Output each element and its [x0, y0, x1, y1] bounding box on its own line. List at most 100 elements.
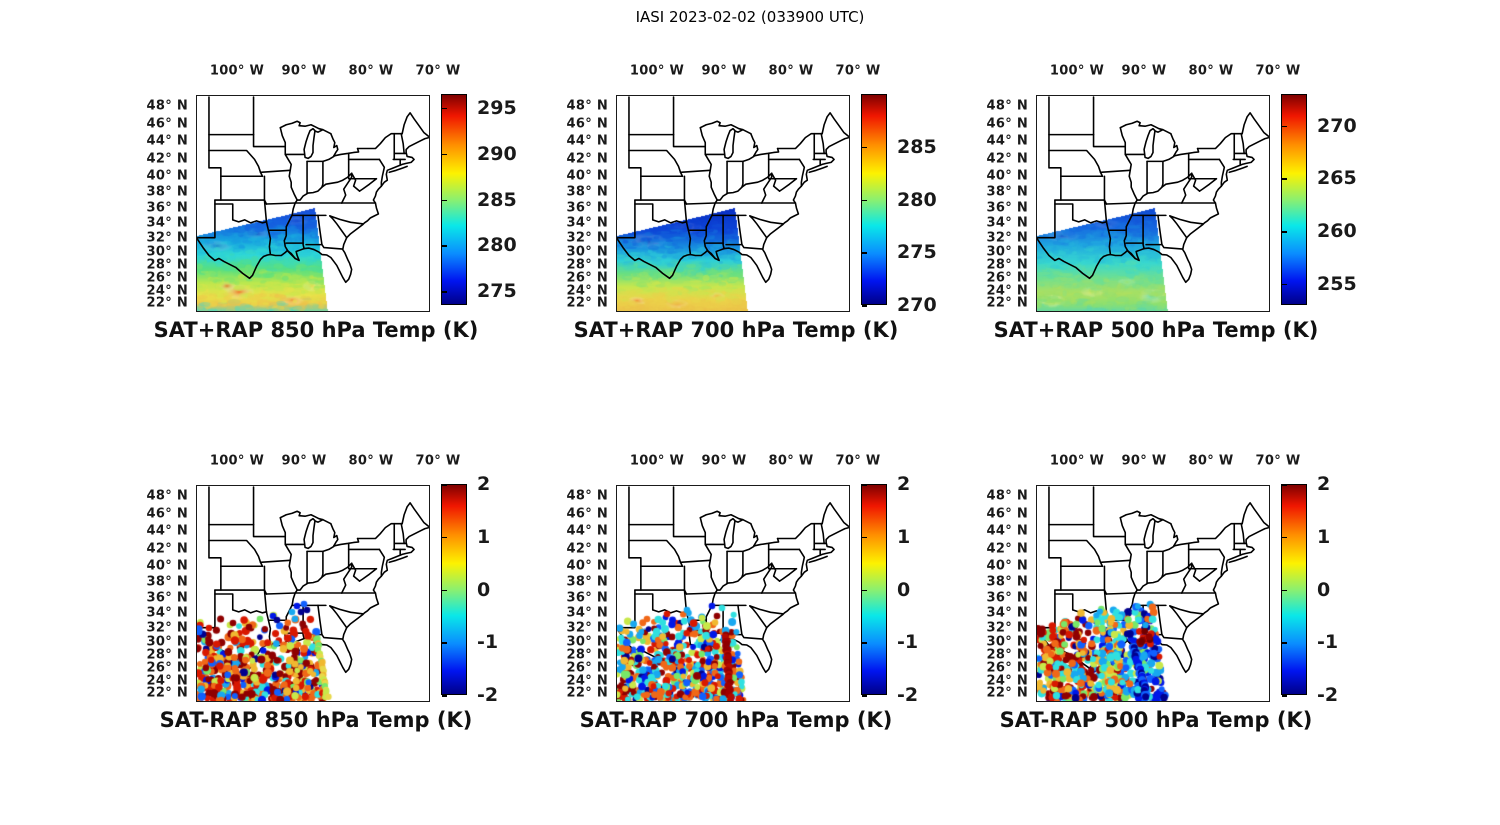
lat-tick-label: 36° N — [986, 200, 1028, 216]
lon-tick-label: 80° W — [1188, 453, 1234, 469]
colorbar-tick-label: -2 — [897, 684, 919, 706]
lon-tick-label: 100° W — [1049, 63, 1105, 79]
lat-tick-label: 46° N — [566, 116, 608, 132]
lat-tick-label: 38° N — [986, 184, 1028, 200]
lat-tick-label: 26° N — [566, 660, 608, 676]
colorbar-tick-label: 265 — [1317, 167, 1357, 190]
lon-tick-label: 70° W — [1255, 453, 1301, 469]
colorbar-tickmark — [1282, 484, 1287, 486]
lon-tick-label: 100° W — [209, 63, 265, 79]
lat-tick-label: 40° N — [146, 558, 188, 574]
lon-tick-label: 90° W — [1121, 453, 1167, 469]
lat-tick-label: 32° N — [986, 230, 1028, 246]
colorbar-tickmark — [1282, 589, 1287, 592]
colorbar-tick-label: -2 — [477, 684, 499, 706]
lat-tick-label: 34° N — [146, 605, 188, 621]
lon-tick-label: 80° W — [768, 63, 814, 79]
lon-tick-label: 70° W — [835, 63, 881, 79]
lat-tick-label: 22° N — [146, 685, 188, 701]
figure-title: IASI 2023-02-02 (033900 UTC) — [635, 8, 865, 26]
lat-tick-label: 34° N — [986, 605, 1028, 621]
lat-tick-label: 22° N — [146, 295, 188, 311]
colorbar-tick-label: 255 — [1317, 272, 1357, 295]
colorbar-tickmark — [1282, 125, 1287, 128]
lon-tick-label: 70° W — [415, 63, 461, 79]
colorbar-tickmark — [862, 695, 867, 697]
colorbar-tick-label: -2 — [1317, 684, 1339, 706]
lat-tick-label: 30° N — [566, 634, 608, 650]
lon-tick-label: 100° W — [1049, 453, 1105, 469]
lat-tick-label: 28° N — [986, 257, 1028, 273]
observation-scatter-layer — [617, 486, 849, 701]
colorbar-tick-label: 295 — [477, 96, 517, 119]
colorbar-tick-label: 290 — [477, 142, 517, 165]
colorbar-tick-label: 2 — [477, 473, 491, 495]
observation-scatter-layer — [1037, 96, 1269, 311]
lat-tick-label: 22° N — [566, 685, 608, 701]
lat-tick-label: 32° N — [146, 620, 188, 636]
colorbar-gradient — [861, 484, 887, 695]
lat-tick-label: 42° N — [146, 541, 188, 557]
colorbar-tickmark — [862, 146, 867, 149]
colorbar-tickmark — [442, 642, 447, 644]
colorbar-tick-label: 270 — [1317, 114, 1357, 137]
colorbar-tickmark — [442, 695, 447, 697]
observation-scatter-layer — [197, 486, 429, 701]
map-panel: 100° W 90° W 80° W 70° W 48° N 46° N 44° N 42°… — [136, 440, 556, 750]
colorbar-tick-label: 0 — [897, 578, 911, 601]
colorbar-tick-label: 280 — [477, 234, 517, 257]
colorbar-tickmark — [862, 642, 867, 644]
lat-tick-label: 30° N — [566, 244, 608, 260]
lat-tick-label: 28° N — [146, 257, 188, 273]
lon-tick-label: 80° W — [1188, 63, 1234, 79]
colorbar: 2 1 0 -1 -2 — [861, 473, 971, 706]
colorbar-tick-label: 275 — [477, 280, 517, 303]
lat-tick-label: 48° N — [566, 98, 608, 114]
lat-tick-label: 46° N — [986, 506, 1028, 522]
lat-tick-label: 42° N — [566, 541, 608, 557]
lat-tick-label: 28° N — [146, 647, 188, 663]
colorbar-tick-label: 285 — [897, 135, 937, 158]
lat-tick-label: 28° N — [566, 257, 608, 273]
lat-tick-label: 24° N — [986, 673, 1028, 689]
lat-tick-label: 32° N — [566, 620, 608, 636]
lat-tick-label: 38° N — [566, 184, 608, 200]
lat-tick-label: 44° N — [566, 523, 608, 539]
lat-tick-label: 44° N — [986, 523, 1028, 539]
colorbar-tickmark — [1282, 536, 1287, 539]
colorbar-tickmark — [442, 589, 447, 592]
colorbar-tick-label: -1 — [477, 631, 499, 654]
panel-title: SAT-RAP 850 hPa Temp (K) — [159, 708, 473, 732]
lat-tick-label: 36° N — [986, 590, 1028, 606]
lon-tick-label: 90° W — [701, 453, 747, 469]
lat-tick-label: 38° N — [566, 574, 608, 590]
lon-tick-label: 90° W — [701, 63, 747, 79]
lat-tick-label: 26° N — [986, 660, 1028, 676]
lon-tick-label: 80° W — [768, 453, 814, 469]
lon-tick-label: 80° W — [348, 63, 394, 79]
lat-tick-label: 34° N — [986, 215, 1028, 231]
lat-tick-label: 24° N — [146, 283, 188, 299]
lat-tick-label: 34° N — [146, 215, 188, 231]
lat-tick-label: 24° N — [986, 283, 1028, 299]
observation-scatter-layer — [1037, 486, 1269, 701]
lat-tick-label: 40° N — [566, 558, 608, 574]
colorbar-tickmark — [1282, 178, 1287, 180]
lat-tick-label: 22° N — [986, 295, 1028, 311]
map-plot-area — [1036, 485, 1270, 702]
lat-tick-label: 32° N — [566, 230, 608, 246]
colorbar-tickmark — [1282, 231, 1287, 233]
lat-tick-label: 36° N — [566, 590, 608, 606]
lon-tick-label: 100° W — [209, 453, 265, 469]
lon-tick-label: 90° W — [281, 453, 327, 469]
colorbar: 285 280 275 270 — [861, 94, 971, 316]
lat-tick-label: 44° N — [566, 133, 608, 149]
map-panel: 100° W 90° W 80° W 70° W 48° N 46° N 44° N 42°… — [976, 50, 1396, 360]
lat-tick-label: 28° N — [566, 647, 608, 663]
colorbar-tick-label: 2 — [1317, 473, 1331, 495]
colorbar-tickmark — [862, 589, 867, 592]
map-plot-area — [196, 485, 430, 702]
colorbar-tickmark — [442, 199, 447, 202]
lat-tick-label: 42° N — [146, 151, 188, 167]
